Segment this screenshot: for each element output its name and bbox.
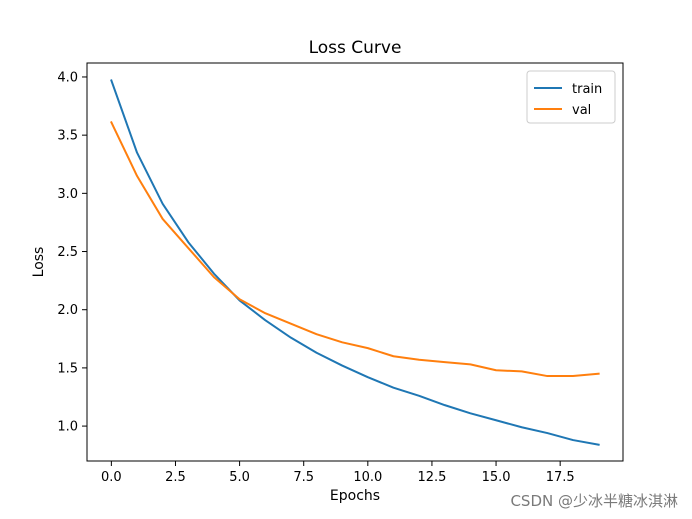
x-axis-label: Epochs xyxy=(330,488,380,504)
x-tick-label: 17.5 xyxy=(546,470,575,485)
x-tick-label: 0.0 xyxy=(101,470,122,485)
plot-frame xyxy=(86,62,624,462)
legend: train val xyxy=(526,70,616,124)
x-axis: 0.0 2.5 5.0 7.5 10.0 12.5 15.0 17.5 xyxy=(101,461,575,485)
y-tick-label: 1.5 xyxy=(57,361,78,376)
x-tick-label: 5.0 xyxy=(229,470,250,485)
y-axis-label: Loss xyxy=(31,247,47,278)
legend-label-val: val xyxy=(572,103,591,118)
y-tick-label: 3.0 xyxy=(57,187,78,202)
watermark: CSDN @少冰半糖冰淇淋 xyxy=(510,492,678,510)
x-tick-label: 12.5 xyxy=(417,470,446,485)
series-layer xyxy=(110,79,600,446)
y-tick-label: 1.0 xyxy=(57,420,78,435)
chart-title: Loss Curve xyxy=(309,38,402,58)
legend-box xyxy=(526,70,616,124)
series-line-val xyxy=(110,121,600,378)
x-tick-label: 10.0 xyxy=(353,470,382,485)
y-tick-label: 4.0 xyxy=(57,70,78,85)
y-tick-label: 2.0 xyxy=(57,303,78,318)
y-tick-label: 3.5 xyxy=(57,129,78,144)
x-tick-label: 15.0 xyxy=(482,470,511,485)
y-axis: 1.0 1.5 2.0 2.5 3.0 3.5 4.0 xyxy=(57,70,87,435)
legend-label-train: train xyxy=(572,82,602,97)
x-tick-label: 2.5 xyxy=(165,470,186,485)
y-tick-label: 2.5 xyxy=(57,245,78,260)
series-line-train xyxy=(110,79,600,446)
x-tick-label: 7.5 xyxy=(293,470,314,485)
